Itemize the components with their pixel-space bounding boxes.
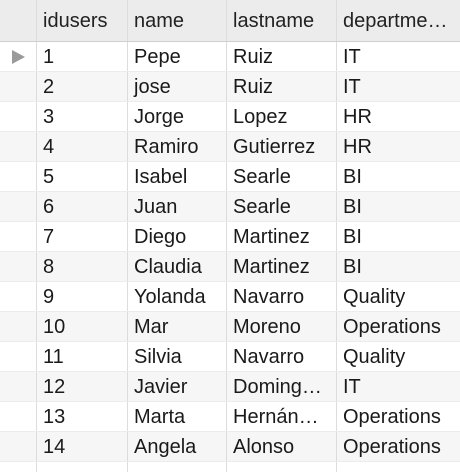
cell-name[interactable]: Jorge bbox=[128, 102, 227, 131]
row-selector[interactable] bbox=[0, 42, 37, 71]
cell-department[interactable]: Quality bbox=[343, 286, 406, 308]
header-row: idusers name lastname departme… bbox=[0, 0, 460, 42]
row-selector[interactable] bbox=[0, 162, 37, 191]
cell-name[interactable]: Silvia bbox=[128, 342, 227, 371]
column-header-name[interactable]: name bbox=[128, 0, 227, 41]
cell-name[interactable]: Ramiro bbox=[128, 132, 227, 161]
cell-department[interactable]: BI bbox=[343, 166, 362, 188]
empty-cell bbox=[128, 462, 227, 472]
cell-idusers[interactable]: 1 bbox=[37, 42, 128, 71]
cell-department[interactable]: HR bbox=[343, 106, 372, 128]
cell-name[interactable]: Juan bbox=[128, 192, 227, 221]
cell-lastname[interactable]: Lopez bbox=[227, 102, 337, 131]
cell-lastname[interactable]: Hernán… bbox=[227, 402, 337, 431]
cell-lastname[interactable]: Navarro bbox=[227, 282, 337, 311]
cell-idusers[interactable]: 5 bbox=[37, 162, 128, 191]
cell-lastname[interactable]: Moreno bbox=[227, 312, 337, 341]
table-row[interactable]: 5 Isabel Searle BI bbox=[0, 162, 460, 192]
cell-lastname[interactable]: Navarro bbox=[227, 342, 337, 371]
table-row[interactable]: 14 Angela Alonso Operations bbox=[0, 432, 460, 462]
cell-lastname[interactable]: Searle bbox=[227, 192, 337, 221]
empty-row bbox=[0, 462, 460, 472]
row-selector[interactable] bbox=[0, 432, 37, 461]
column-header-department[interactable]: departme… bbox=[343, 10, 448, 32]
row-selector[interactable] bbox=[0, 132, 37, 161]
row-selector[interactable] bbox=[0, 372, 37, 401]
cell-idusers[interactable]: 3 bbox=[37, 102, 128, 131]
cell-lastname[interactable]: Doming… bbox=[227, 372, 337, 401]
table-row[interactable]: 7 Diego Martinez BI bbox=[0, 222, 460, 252]
row-selector[interactable] bbox=[0, 342, 37, 371]
cell-idusers[interactable]: 12 bbox=[37, 372, 128, 401]
cell-department[interactable]: IT bbox=[343, 376, 361, 398]
row-selector[interactable] bbox=[0, 192, 37, 221]
cell-idusers[interactable]: 4 bbox=[37, 132, 128, 161]
cell-idusers[interactable]: 14 bbox=[37, 432, 128, 461]
table-row[interactable]: 11 Silvia Navarro Quality bbox=[0, 342, 460, 372]
table-row[interactable]: 10 Mar Moreno Operations bbox=[0, 312, 460, 342]
cell-department[interactable]: Operations bbox=[343, 436, 441, 458]
column-header-lastname[interactable]: lastname bbox=[227, 0, 337, 41]
table-row[interactable]: 6 Juan Searle BI bbox=[0, 192, 460, 222]
row-selector[interactable] bbox=[0, 312, 37, 341]
row-selector bbox=[0, 462, 37, 472]
cell-department[interactable]: BI bbox=[343, 196, 362, 218]
row-selector[interactable] bbox=[0, 402, 37, 431]
cell-idusers[interactable]: 7 bbox=[37, 222, 128, 251]
cell-idusers[interactable]: 10 bbox=[37, 312, 128, 341]
cell-department[interactable]: Quality bbox=[343, 346, 406, 368]
cell-lastname[interactable]: Ruiz bbox=[227, 42, 337, 71]
table-row[interactable]: 1 Pepe Ruiz IT bbox=[0, 42, 460, 72]
cell-department[interactable]: BI bbox=[343, 226, 362, 248]
cell-name[interactable]: Claudia bbox=[128, 252, 227, 281]
cell-idusers[interactable]: 8 bbox=[37, 252, 128, 281]
cell-department[interactable]: Operations bbox=[343, 316, 441, 338]
cell-name[interactable]: Isabel bbox=[128, 162, 227, 191]
row-selector[interactable] bbox=[0, 72, 37, 101]
row-selector[interactable] bbox=[0, 252, 37, 281]
empty-cell bbox=[337, 462, 460, 472]
cell-department[interactable]: BI bbox=[343, 256, 362, 278]
cell-name[interactable]: Marta bbox=[128, 402, 227, 431]
cell-department[interactable]: HR bbox=[343, 136, 372, 158]
cell-name[interactable]: Yolanda bbox=[128, 282, 227, 311]
row-selector[interactable] bbox=[0, 282, 37, 311]
row-selector-header[interactable] bbox=[0, 0, 37, 41]
cell-name[interactable]: Pepe bbox=[128, 42, 227, 71]
row-selector[interactable] bbox=[0, 102, 37, 131]
table-row[interactable]: 3 Jorge Lopez HR bbox=[0, 102, 460, 132]
cell-lastname[interactable]: Searle bbox=[227, 162, 337, 191]
cell-idusers[interactable]: 6 bbox=[37, 192, 128, 221]
cell-lastname[interactable]: Gutierrez bbox=[227, 132, 337, 161]
cell-lastname[interactable]: Alonso bbox=[227, 432, 337, 461]
cell-name[interactable]: Mar bbox=[128, 312, 227, 341]
table-row[interactable]: 13 Marta Hernán… Operations bbox=[0, 402, 460, 432]
empty-cell bbox=[37, 462, 128, 472]
cell-department[interactable]: IT bbox=[343, 76, 361, 98]
table-row[interactable]: 12 Javier Doming… IT bbox=[0, 372, 460, 402]
cell-idusers[interactable]: 9 bbox=[37, 282, 128, 311]
cell-name[interactable]: Angela bbox=[128, 432, 227, 461]
cell-idusers[interactable]: 13 bbox=[37, 402, 128, 431]
cell-name[interactable]: jose bbox=[128, 72, 227, 101]
cell-department[interactable]: IT bbox=[343, 46, 361, 68]
cell-name[interactable]: Javier bbox=[128, 372, 227, 401]
cell-department[interactable]: Operations bbox=[343, 406, 441, 428]
row-pointer-icon bbox=[11, 49, 25, 64]
cell-lastname[interactable]: Martinez bbox=[227, 222, 337, 251]
row-selector[interactable] bbox=[0, 222, 37, 251]
cell-idusers[interactable]: 11 bbox=[37, 342, 128, 371]
table-row[interactable]: 4 Ramiro Gutierrez HR bbox=[0, 132, 460, 162]
cell-name[interactable]: Diego bbox=[128, 222, 227, 251]
table-row[interactable]: 9 Yolanda Navarro Quality bbox=[0, 282, 460, 312]
empty-cell bbox=[227, 462, 337, 472]
cell-lastname[interactable]: Ruiz bbox=[227, 72, 337, 101]
cell-idusers[interactable]: 2 bbox=[37, 72, 128, 101]
cell-lastname[interactable]: Martinez bbox=[227, 252, 337, 281]
table-row[interactable]: 2 jose Ruiz IT bbox=[0, 72, 460, 102]
table-row[interactable]: 8 Claudia Martinez BI bbox=[0, 252, 460, 282]
column-header-idusers[interactable]: idusers bbox=[37, 0, 128, 41]
